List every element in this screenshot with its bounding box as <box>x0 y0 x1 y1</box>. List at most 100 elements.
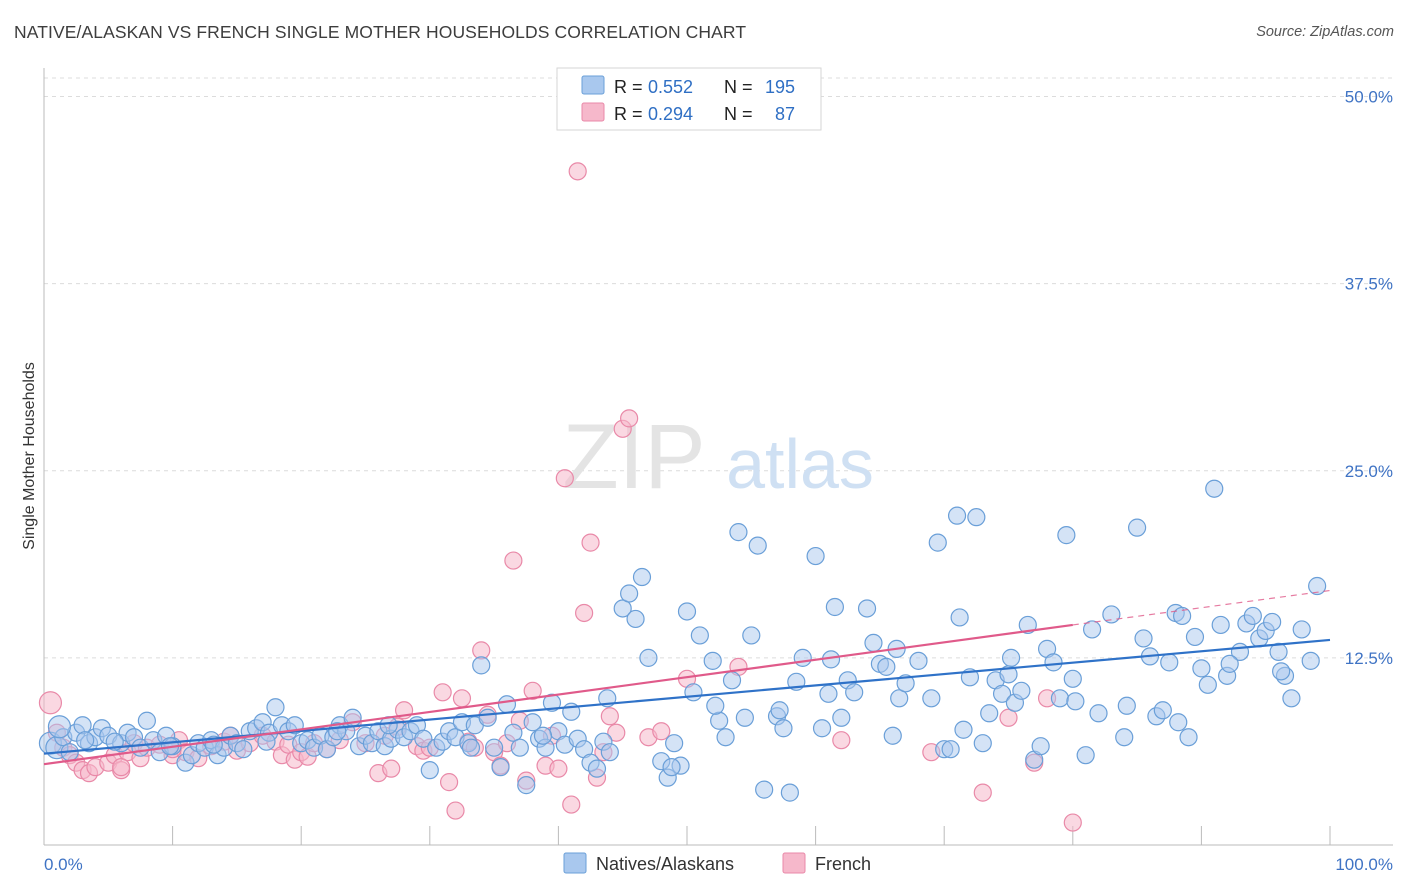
natives-point <box>1301 651 1320 670</box>
natives-point <box>825 597 844 617</box>
natives-point <box>1001 648 1021 667</box>
natives-point <box>1292 620 1311 639</box>
natives-point <box>967 508 986 527</box>
legend-swatch-pink <box>581 102 605 122</box>
natives-point <box>1160 653 1179 672</box>
natives-point <box>523 713 542 732</box>
grid-lines <box>44 77 1393 659</box>
natives-point <box>234 740 253 759</box>
natives-point <box>729 523 748 542</box>
natives-point <box>1082 620 1102 639</box>
natives-point <box>47 715 72 739</box>
french-point <box>439 773 459 792</box>
natives-point <box>1179 728 1198 747</box>
natives-point <box>774 719 793 738</box>
natives-point <box>890 689 909 708</box>
french-point <box>523 681 542 700</box>
natives-point <box>1205 479 1224 498</box>
natives-point <box>665 734 684 753</box>
natives-point <box>770 701 789 720</box>
french-point <box>973 783 992 802</box>
natives-point <box>877 657 896 676</box>
natives-point <box>510 738 529 757</box>
french-point <box>600 707 619 726</box>
natives-point <box>793 648 812 667</box>
natives-point <box>1050 689 1070 708</box>
source-label: Source: ZipAtlas.com <box>1256 24 1394 40</box>
natives-point <box>76 731 95 750</box>
french-point <box>446 801 465 820</box>
natives-point <box>710 711 729 730</box>
natives-point <box>1192 659 1211 678</box>
natives-point <box>1063 669 1082 688</box>
natives-point <box>684 683 703 702</box>
natives-point <box>517 776 536 795</box>
french-point <box>555 469 574 488</box>
natives-point <box>748 536 767 555</box>
legend-n-value-pink: 87 <box>775 104 795 124</box>
legend-n-label-pink: N = <box>724 104 753 124</box>
natives-point <box>1127 518 1147 537</box>
x-tick-label-max: 100.0% <box>1335 855 1393 874</box>
french-point <box>38 691 63 715</box>
natives-point <box>922 689 941 708</box>
natives-point <box>491 758 510 777</box>
bottom-legend: Natives/Alaskans French <box>563 852 871 874</box>
natives-point <box>755 780 774 799</box>
natives-point <box>690 626 709 645</box>
natives-point <box>1263 612 1282 632</box>
natives-point <box>883 726 902 745</box>
french-point <box>1063 813 1082 832</box>
french-point <box>504 551 523 570</box>
natives-point <box>420 761 439 780</box>
natives-point <box>485 738 504 757</box>
natives-point <box>1115 728 1134 747</box>
french-point <box>433 683 452 702</box>
french-point <box>575 603 594 623</box>
natives-point <box>497 695 517 714</box>
natives-point <box>1282 689 1301 708</box>
natives-point <box>639 648 658 667</box>
french-point <box>607 723 626 742</box>
natives-point <box>461 738 481 757</box>
natives-point <box>472 656 491 675</box>
french-point <box>562 795 581 814</box>
natives-point <box>587 759 607 778</box>
bottom-legend-swatch-french <box>782 852 806 874</box>
natives-point <box>812 719 832 738</box>
natives-point <box>1153 701 1172 720</box>
natives-point <box>896 674 915 693</box>
watermark-atlas: atlas <box>726 425 874 503</box>
chart-title: NATIVE/ALASKAN VS FRENCH SINGLE MOTHER H… <box>14 22 747 42</box>
legend-n-label-blue: N = <box>724 77 753 97</box>
legend-r-value-blue: 0.552 <box>648 77 693 97</box>
natives-point <box>1211 615 1230 635</box>
natives-point <box>1185 627 1205 647</box>
y-tick-label: 25.0% <box>1345 462 1393 481</box>
natives-point <box>1012 681 1031 700</box>
natives-point <box>1031 737 1050 756</box>
legend-r-label-blue: R = <box>614 77 643 97</box>
natives-point <box>1066 692 1085 711</box>
natives-point <box>950 608 969 627</box>
series-natives-points <box>38 479 1327 802</box>
french-point <box>112 758 131 777</box>
natives-point <box>819 684 838 703</box>
watermark: ZIP atlas <box>562 406 874 508</box>
natives-point <box>1220 654 1239 673</box>
natives-point <box>1102 605 1121 624</box>
natives-point <box>1198 675 1217 694</box>
axes <box>43 68 1393 846</box>
french-point <box>832 731 851 750</box>
french-point <box>652 722 671 741</box>
natives-point <box>980 704 999 723</box>
natives-point <box>780 783 799 802</box>
natives-point <box>533 726 553 745</box>
natives-point <box>600 743 619 762</box>
natives-point <box>722 671 742 690</box>
bottom-legend-swatch-natives <box>563 852 587 874</box>
natives-point <box>662 758 681 777</box>
natives-point <box>1018 615 1037 635</box>
natives-point <box>1089 704 1108 723</box>
